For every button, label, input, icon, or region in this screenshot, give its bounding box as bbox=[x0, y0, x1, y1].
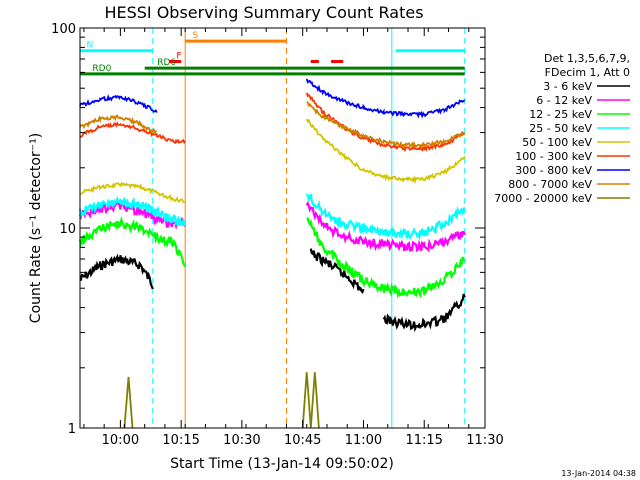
series-line-300-800-kev-0 bbox=[79, 94, 158, 113]
y-tick-label-2: 100 bbox=[51, 22, 76, 37]
flag-label-n: N bbox=[86, 41, 93, 51]
legend-entry-label-7: 800 - 7000 keV bbox=[508, 178, 592, 191]
series-line-6-12-kev-0 bbox=[78, 199, 186, 230]
series-line-800-7000-kev-1 bbox=[306, 101, 466, 150]
series-line-12-25-kev-0 bbox=[78, 215, 187, 268]
flag-markers: N S F RD0 RD6 bbox=[79, 31, 465, 76]
series-line-3-6-kev-0 bbox=[79, 253, 154, 290]
legend-entry-label-4: 50 - 100 keV bbox=[522, 136, 592, 149]
flag-label-rd0: RD0 bbox=[92, 64, 111, 74]
legend-entry-label-3: 25 - 50 keV bbox=[529, 122, 592, 135]
x-tick-label-4: 11:00 bbox=[345, 433, 382, 448]
series-line-6-12-kev-1 bbox=[305, 200, 466, 253]
series-line-100-300-kev-0 bbox=[79, 121, 186, 145]
series-line-300-800-kev-1 bbox=[305, 78, 466, 119]
x-axis-label: Start Time (13-Jan-14 09:50:02) bbox=[170, 456, 394, 472]
y-tick-label-1: 10 bbox=[59, 222, 76, 237]
series-line-50-100-kev-0 bbox=[79, 181, 186, 204]
flag-label-f: F bbox=[176, 51, 181, 61]
flag-label-rd6: RD6 bbox=[157, 58, 176, 68]
x-tick-label-0: 10:00 bbox=[102, 433, 139, 448]
series-line-800-7000-kev-0 bbox=[79, 114, 157, 135]
chart-title: HESSI Observing Summary Count Rates bbox=[104, 3, 423, 22]
x-tick-label-3: 10:45 bbox=[284, 433, 321, 448]
series-line-3-6-kev-2 bbox=[382, 293, 466, 333]
series-line-12-25-kev-1 bbox=[306, 217, 466, 299]
legend-header-0: Det 1,3,5,6,7,9, bbox=[544, 52, 630, 65]
x-tick-label-6: 11:30 bbox=[466, 433, 503, 448]
legend-entry-label-1: 6 - 12 keV bbox=[536, 94, 592, 107]
series-line-25-50-kev-1 bbox=[305, 193, 466, 241]
legend-entry-label-8: 7000 - 20000 keV bbox=[494, 192, 592, 205]
axes: 10:00 10:15 10:30 10:45 11:00 11:15 11:30 1 10 10… bbox=[51, 22, 504, 448]
series-line-50-100-kev-1 bbox=[305, 118, 466, 185]
legend-entry-label-6: 300 - 800 keV bbox=[515, 164, 592, 177]
x-tick-label-2: 10:30 bbox=[223, 433, 260, 448]
legend-entry-label-2: 12 - 25 keV bbox=[529, 108, 592, 121]
legend-entry-label-5: 100 - 300 keV bbox=[515, 150, 592, 163]
x-tick-label-5: 11:15 bbox=[405, 433, 442, 448]
series-group bbox=[78, 78, 466, 429]
x-tick-label-1: 10:15 bbox=[162, 433, 199, 448]
timestamp: 13-Jan-2014 04:38 bbox=[561, 469, 636, 478]
y-tick-label-0: 1 bbox=[68, 422, 76, 437]
series-line-7000-20000-kev-1 bbox=[301, 372, 320, 429]
legend-header-1: FDecim 1, Att 0 bbox=[545, 66, 630, 79]
series-line-7000-20000-kev-0 bbox=[123, 376, 134, 429]
series-line-3-6-kev-1 bbox=[309, 248, 365, 294]
legend: Det 1,3,5,6,7,9,FDecim 1, Att 03 - 6 keV… bbox=[494, 52, 630, 205]
y-axis-label: Count Rate (s⁻¹ detector⁻¹) bbox=[28, 133, 44, 323]
series-line-25-50-kev-0 bbox=[78, 195, 186, 228]
legend-entry-label-0: 3 - 6 keV bbox=[543, 80, 592, 93]
plot-area bbox=[152, 28, 466, 428]
flag-label-s: S bbox=[192, 31, 198, 41]
